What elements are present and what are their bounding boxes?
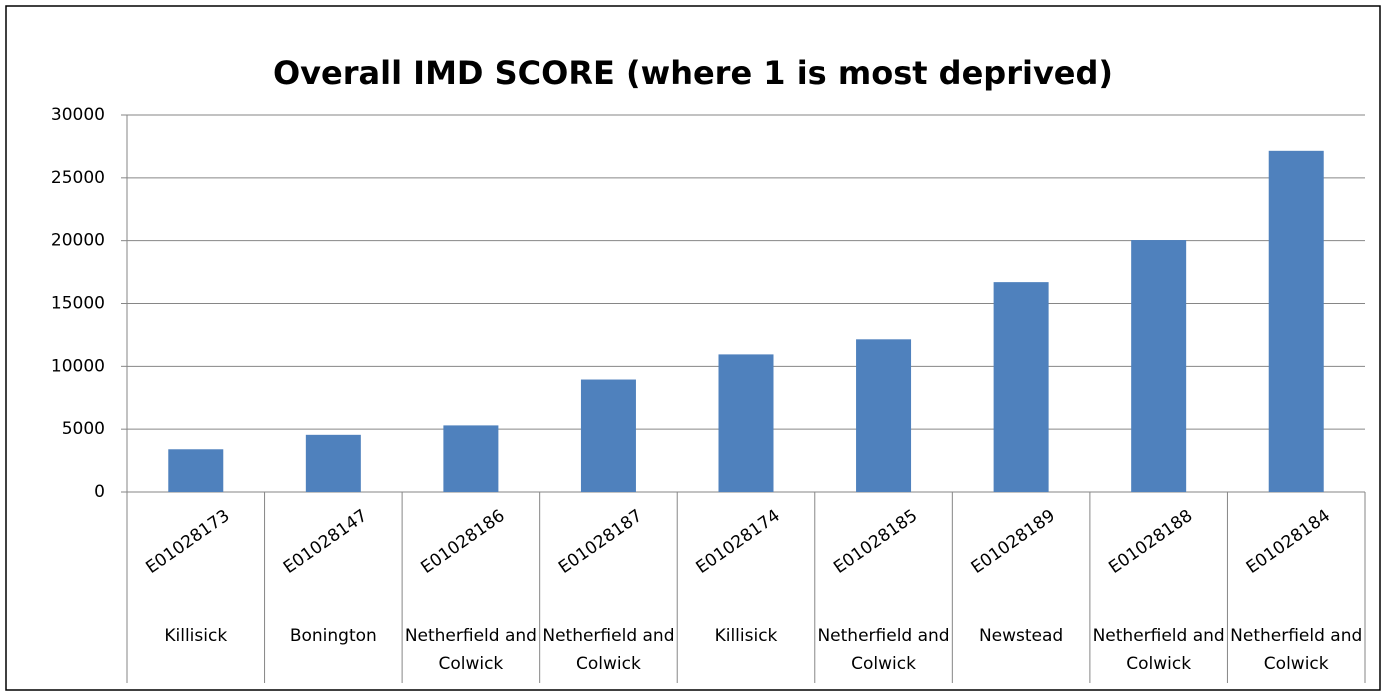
category-group-text: Netherfield and Colwick	[1092, 626, 1225, 674]
category-group-text: Netherfield and Colwick	[817, 626, 950, 674]
category-group-label: Netherfield and Colwick	[542, 626, 675, 674]
category-group-text: Killisick	[714, 626, 778, 646]
category-group-label: Netherfield and Colwick	[817, 626, 950, 674]
category-group-label: Bonington	[289, 626, 377, 646]
y-tick-label: 15000	[51, 294, 105, 314]
category-group-text: Netherfield and Colwick	[404, 626, 537, 674]
category-group-text: Netherfield and Colwick	[1230, 626, 1363, 674]
category-group-text: Killisick	[164, 626, 228, 646]
y-tick-label: 30000	[51, 105, 105, 125]
y-tick-label: 20000	[51, 231, 105, 251]
category-group-label: Newstead	[978, 626, 1064, 646]
category-group-text: Bonington	[289, 626, 377, 646]
category-group-label: Killisick	[714, 626, 778, 646]
category-group-label: Netherfield and Colwick	[1092, 626, 1225, 674]
bar	[168, 449, 224, 492]
category-group-label: Netherfield and Colwick	[404, 626, 537, 674]
y-tick-label: 5000	[62, 419, 105, 439]
bar	[856, 339, 912, 492]
bar	[443, 425, 499, 492]
bar	[305, 434, 361, 492]
y-tick-label: 10000	[51, 356, 105, 376]
chart-title: Overall IMD SCORE (where 1 is most depri…	[273, 54, 1113, 92]
category-group-text: Newstead	[978, 626, 1064, 646]
category-group-label: Killisick	[164, 626, 228, 646]
category-group-label: Netherfield and Colwick	[1230, 626, 1363, 674]
bar	[1268, 150, 1324, 492]
category-group-text: Netherfield and Colwick	[542, 626, 675, 674]
y-tick-label: 25000	[51, 168, 105, 188]
y-tick-label: 0	[94, 482, 105, 502]
bar	[1131, 240, 1187, 492]
bar	[993, 282, 1049, 492]
bar	[580, 379, 636, 492]
bar	[718, 354, 774, 492]
